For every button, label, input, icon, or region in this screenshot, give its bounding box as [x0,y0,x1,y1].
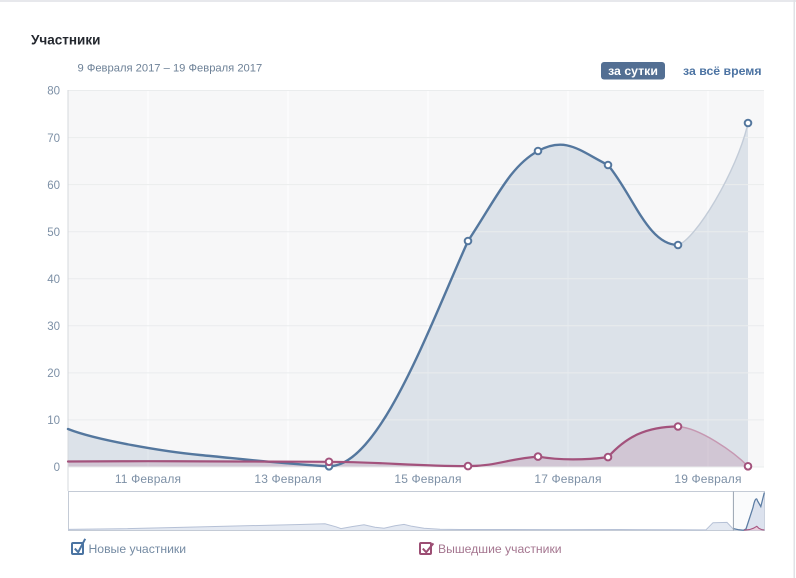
svg-text:Участники: Участники [31,33,100,48]
svg-text:60: 60 [47,180,60,192]
svg-text:за сутки: за сутки [608,64,658,78]
svg-text:9 Февраля 2017 – 19 Февраля 20: 9 Февраля 2017 – 19 Февраля 2017 [78,63,263,75]
svg-text:Вышедшие участники: Вышедшие участники [438,542,562,556]
svg-text:30: 30 [47,321,60,333]
svg-text:80: 80 [47,86,60,98]
svg-text:Новые участники: Новые участники [89,542,187,556]
svg-text:за всё время: за всё время [683,64,762,78]
svg-text:11 Февраля: 11 Февраля [115,472,181,486]
svg-text:13 Февраля: 13 Февраля [254,472,321,486]
svg-text:70: 70 [47,133,60,145]
svg-text:0: 0 [54,462,60,474]
svg-text:17 Февраля: 17 Февраля [534,472,601,486]
svg-text:10: 10 [47,415,60,427]
svg-text:50: 50 [47,227,60,239]
svg-text:40: 40 [47,274,60,286]
svg-text:19 Февраля: 19 Февраля [674,472,741,486]
svg-text:15 Февраля: 15 Февраля [394,472,461,486]
svg-text:20: 20 [47,368,60,380]
